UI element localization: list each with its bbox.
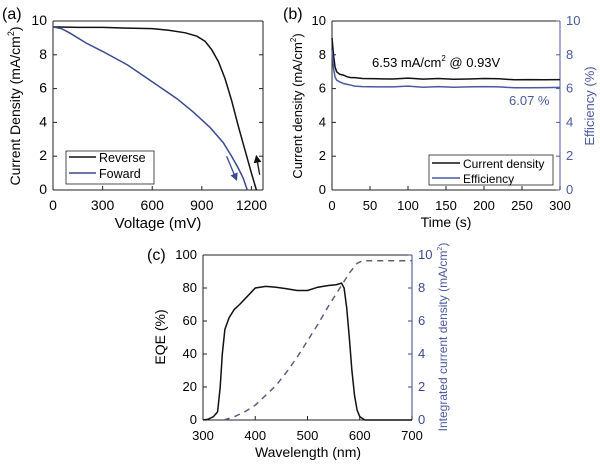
y2-tick-label: 4 [566,114,573,129]
series-line-integrated-current-density [223,260,412,421]
series-line-foward [52,26,249,191]
y-tick-label: 0 [39,181,47,197]
y2-tick-label: 6 [566,81,573,96]
series-line-efficiency [331,49,561,89]
annotation-current: 6.53 mA/cm2 @ 0.93V [372,54,501,70]
x-tick-label: 900 [190,197,214,213]
y-tick-label: 2 [319,148,326,163]
panel-c-ylabel: EQE (%) [152,309,168,364]
y2-tick-label: 2 [418,379,425,394]
x-tick-label: 300 [192,428,214,443]
y-tick-label: 10 [31,12,47,28]
x-tick-label: 600 [349,428,371,443]
x-tick-label: 1200 [236,197,267,213]
y-tick-label: 8 [39,46,47,62]
y-tick-label: 60 [183,313,197,328]
panel-b-xlabel: Time (s) [421,214,472,230]
panel-a-legend: Reverse Foward [65,150,155,185]
series-line-eqe [202,282,412,421]
panel-c-y2label: Integrated current density (mA/cm2) [436,243,450,432]
panel-label-c: (c) [147,247,166,264]
x-tick-label: 200 [473,198,495,213]
y2-tick-label: 8 [566,47,573,62]
series-line-reverse [52,26,258,191]
y-tick-label: 6 [39,80,47,96]
legend-label-reverse: Reverse [99,151,146,165]
x-tick-label: 100 [397,198,419,213]
panel-b-ylabel: Current density (mA/cm2) [289,33,305,178]
x-tick-label: 0 [49,197,57,213]
panel-a-ylabel: Current Density (mA/cm2) [6,26,23,185]
x-tick-label: 0 [328,198,335,213]
x-tick-label: 700 [401,428,423,443]
y2-tick-label: 0 [566,182,573,197]
x-tick-label: 150 [435,198,457,213]
y2-tick-label: 8 [418,280,425,295]
arrow-annotation [253,154,262,175]
y-tick-label: 8 [319,47,326,62]
x-tick-label: 300 [549,198,571,213]
y2-tick-label: 4 [418,346,425,361]
y-tick-label: 100 [175,247,197,262]
y-tick-label: 0 [319,182,326,197]
arrow-annotation [226,155,238,182]
panel-b-legend: Current density Efficiency [428,154,554,186]
series-line-current-density [331,37,561,81]
y-tick-label: 0 [190,412,197,427]
panel-b-y2label: Efficiency (%) [582,66,597,145]
panel-c-xlabel: Wavelength (nm) [255,444,361,460]
x-tick-label: 50 [363,198,377,213]
legend-label-foward: Foward [99,167,141,181]
x-tick-label: 300 [91,197,115,213]
y-tick-label: 10 [312,13,326,28]
y2-tick-label: 0 [418,412,425,427]
y2-tick-label: 6 [418,313,425,328]
y-tick-label: 4 [319,114,326,129]
legend-label-efficiency: Efficiency [463,172,514,186]
panel-label-a: (a) [2,6,22,23]
y-tick-label: 4 [39,113,47,129]
y-tick-label: 40 [183,346,197,361]
y2-tick-label: 10 [418,247,432,262]
x-tick-label: 600 [141,197,165,213]
panel-label-b: (b) [283,6,303,23]
y2-tick-label: 10 [566,13,580,28]
y-tick-label: 20 [183,379,197,394]
x-tick-label: 250 [511,198,533,213]
y-tick-label: 80 [183,280,197,295]
panel-a-xlabel: Voltage (mV) [115,215,202,232]
y-tick-label: 6 [319,81,326,96]
x-tick-label: 500 [297,428,319,443]
y-tick-label: 2 [39,147,47,163]
y2-tick-label: 2 [566,148,573,163]
annotation-efficiency: 6.07 % [509,93,550,108]
legend-label-current-density: Current density [463,157,544,171]
panel-a: 0 300 600 900 1200 0 2 4 6 8 10 [31,12,267,213]
x-tick-label: 400 [244,428,266,443]
